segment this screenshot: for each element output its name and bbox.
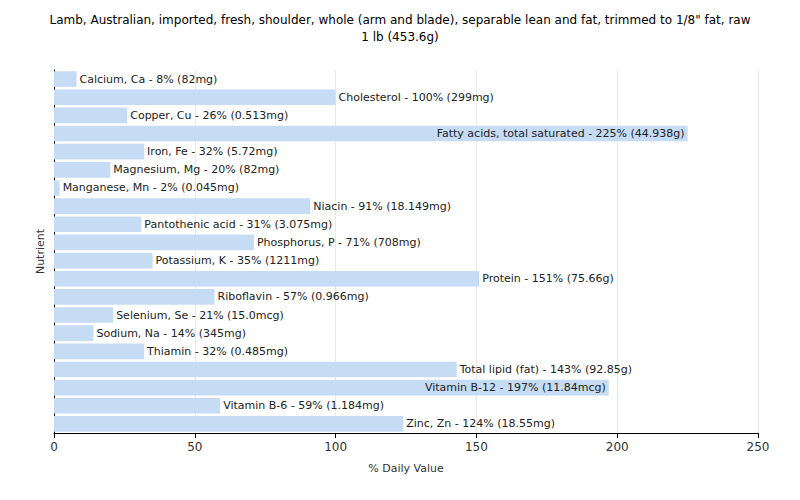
svg-text:100: 100 bbox=[324, 440, 347, 454]
svg-text:50: 50 bbox=[187, 440, 202, 454]
svg-text:Riboflavin - 57% (0.966mg): Riboflavin - 57% (0.966mg) bbox=[218, 290, 369, 303]
svg-text:Zinc, Zn - 124% (18.55mg): Zinc, Zn - 124% (18.55mg) bbox=[406, 417, 555, 430]
svg-text:Pantothenic acid - 31% (3.075m: Pantothenic acid - 31% (3.075mg) bbox=[144, 218, 332, 231]
svg-text:Total lipid (fat) - 143% (92.8: Total lipid (fat) - 143% (92.85g) bbox=[459, 363, 632, 376]
svg-text:Sodium, Na - 14% (345mg): Sodium, Na - 14% (345mg) bbox=[96, 327, 246, 340]
svg-text:150: 150 bbox=[465, 440, 488, 454]
svg-text:Protein - 151% (75.66g): Protein - 151% (75.66g) bbox=[482, 272, 614, 285]
svg-text:Calcium, Ca - 8% (82mg): Calcium, Ca - 8% (82mg) bbox=[80, 73, 218, 86]
svg-text:Potassium, K - 35% (1211mg): Potassium, K - 35% (1211mg) bbox=[156, 254, 320, 267]
svg-text:200: 200 bbox=[606, 440, 629, 454]
svg-text:0: 0 bbox=[50, 440, 58, 454]
svg-text:Cholesterol - 100% (299mg): Cholesterol - 100% (299mg) bbox=[339, 91, 494, 104]
svg-text:Selenium, Se - 21% (15.0mcg): Selenium, Se - 21% (15.0mcg) bbox=[116, 309, 284, 322]
svg-text:Fatty acids, total saturated -: Fatty acids, total saturated - 225% (44.… bbox=[437, 127, 685, 140]
svg-text:Manganese, Mn - 2% (0.045mg): Manganese, Mn - 2% (0.045mg) bbox=[63, 181, 239, 194]
svg-text:250: 250 bbox=[747, 440, 770, 454]
svg-text:Vitamin B-12 - 197% (11.84mcg): Vitamin B-12 - 197% (11.84mcg) bbox=[425, 381, 606, 394]
svg-text:Niacin - 91% (18.149mg): Niacin - 91% (18.149mg) bbox=[313, 200, 451, 213]
svg-text:Copper, Cu - 26% (0.513mg): Copper, Cu - 26% (0.513mg) bbox=[130, 109, 288, 122]
svg-text:Vitamin B-6 - 59% (1.184mg): Vitamin B-6 - 59% (1.184mg) bbox=[223, 399, 384, 412]
svg-text:% Daily Value: % Daily Value bbox=[368, 462, 444, 475]
svg-text:Phosphorus, P - 71% (708mg): Phosphorus, P - 71% (708mg) bbox=[257, 236, 421, 249]
svg-text:Magnesium, Mg - 20% (82mg): Magnesium, Mg - 20% (82mg) bbox=[113, 163, 279, 176]
svg-text:Iron, Fe - 32% (5.72mg): Iron, Fe - 32% (5.72mg) bbox=[147, 145, 277, 158]
svg-text:1 lb (453.6g): 1 lb (453.6g) bbox=[361, 30, 439, 44]
svg-text:Lamb, Australian, imported, fr: Lamb, Australian, imported, fresh, shoul… bbox=[49, 13, 750, 27]
svg-text:Thiamin - 32% (0.485mg): Thiamin - 32% (0.485mg) bbox=[146, 345, 288, 358]
svg-text:Nutrient: Nutrient bbox=[34, 228, 47, 274]
